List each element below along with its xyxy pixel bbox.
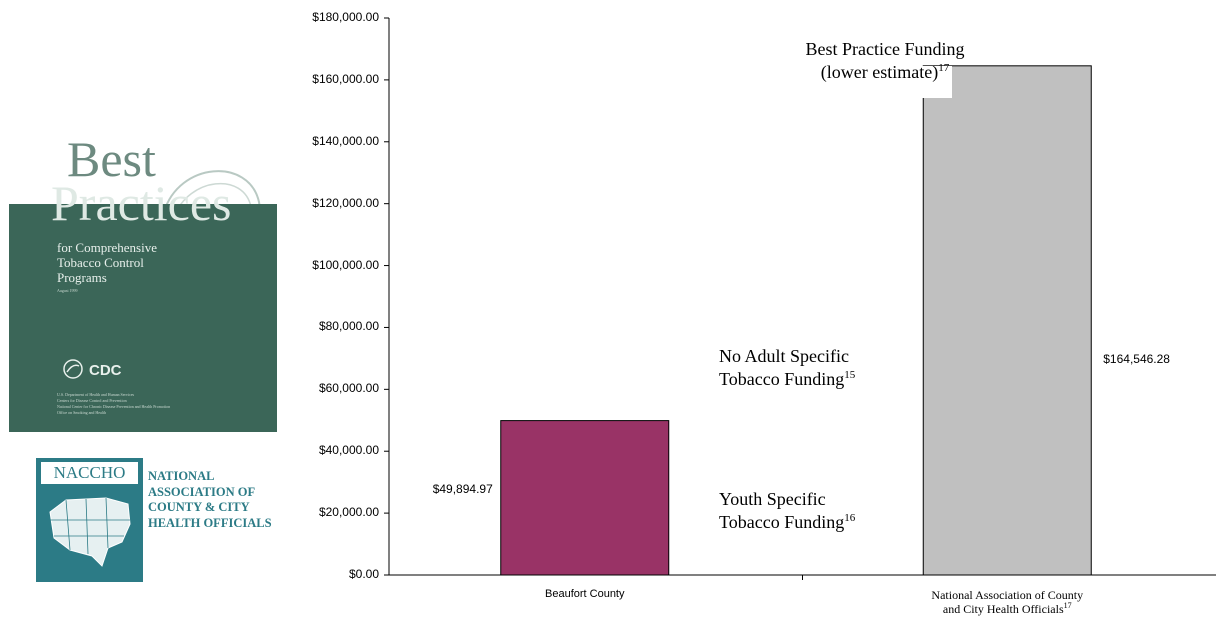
cover-agency-2: Centers for Disease Control and Preventi… xyxy=(57,398,127,403)
naccho-logo-text: NACCHO xyxy=(41,462,138,484)
annotation-superscript: 15 xyxy=(844,369,856,381)
y-tick-label: $0.00 xyxy=(348,567,379,581)
cover-agency-4: Office on Smoking and Health xyxy=(57,410,107,415)
cover-subtitle-1: for Comprehensive xyxy=(57,240,158,255)
y-tick-label: $40,000.00 xyxy=(318,443,379,458)
category-superscript: 17 xyxy=(1063,601,1072,610)
annotation-line: Tobacco Funding15 xyxy=(719,369,856,389)
annotation-superscript: 16 xyxy=(844,512,856,524)
naccho-name: NATIONAL ASSOCIATION OF COUNTY & CITY HE… xyxy=(148,469,272,531)
best-practices-cover-image: Best Practices for Comprehensive Tobacco… xyxy=(9,112,277,432)
annotation-line: Tobacco Funding16 xyxy=(719,512,856,532)
cover-agency-1: U.S. Department of Health and Human Serv… xyxy=(57,392,135,397)
naccho-name-line2: ASSOCIATION OF xyxy=(148,484,256,499)
y-tick-label: $20,000.00 xyxy=(318,505,379,520)
us-map-icon xyxy=(49,497,131,567)
bar xyxy=(922,65,1092,576)
naccho-name-line3: COUNTY & CITY xyxy=(148,500,250,514)
category-label-line2: and City Health Officials xyxy=(942,602,1064,616)
annotation-superscript: 17 xyxy=(938,62,950,74)
category-label: National Association of County and City H… xyxy=(877,588,1137,616)
annotation: No Adult Specific Tobacco Funding15 xyxy=(719,345,979,391)
annotation-line: Youth Specific xyxy=(719,489,826,509)
y-tick-label: $60,000.00 xyxy=(318,381,379,396)
annotation-line: Best Practice Funding xyxy=(805,39,965,59)
y-tick-label: $80,000.00 xyxy=(318,319,379,334)
cover-title-line1: Best xyxy=(67,131,156,187)
y-tick-label: $160,000.00 xyxy=(312,71,379,86)
bar xyxy=(500,420,670,576)
category-label: Beaufort County xyxy=(545,588,625,600)
annotation: Youth Specific Tobacco Funding16 xyxy=(719,488,979,534)
y-tick-label: $140,000.00 xyxy=(312,133,379,148)
annotation-line: (lower estimate)17 xyxy=(820,62,950,82)
y-tick-label: $120,000.00 xyxy=(312,195,379,210)
naccho-name-line4: HEALTH OFFICIALS xyxy=(148,515,272,530)
hhs-eagle-icon xyxy=(63,359,83,379)
cover-subtitle-3: Programs xyxy=(57,270,107,285)
value-label: $164,546.28 xyxy=(1103,352,1170,367)
naccho-name-line1: NATIONAL xyxy=(148,469,215,483)
annotation-backdrop xyxy=(920,66,952,98)
cover-agency-3: National Center for Chronic Disease Prev… xyxy=(57,404,171,409)
cover-date: August 1999 xyxy=(57,288,78,293)
y-tick-label: $100,000.00 xyxy=(312,257,379,272)
annotation: Best Practice Funding (lower estimate)17 xyxy=(705,38,1065,84)
cover-title-line2: Practices xyxy=(51,175,232,231)
category-label-line1: National Association of County xyxy=(931,588,1084,602)
value-label: $49,894.97 xyxy=(432,482,493,497)
y-tick-label: $180,000.00 xyxy=(312,10,379,24)
cdc-logo: CDC xyxy=(89,362,122,379)
naccho-logo: NACCHO xyxy=(36,458,143,582)
annotation-line: No Adult Specific xyxy=(719,346,849,366)
cover-subtitle-2: Tobacco Control xyxy=(57,255,144,270)
